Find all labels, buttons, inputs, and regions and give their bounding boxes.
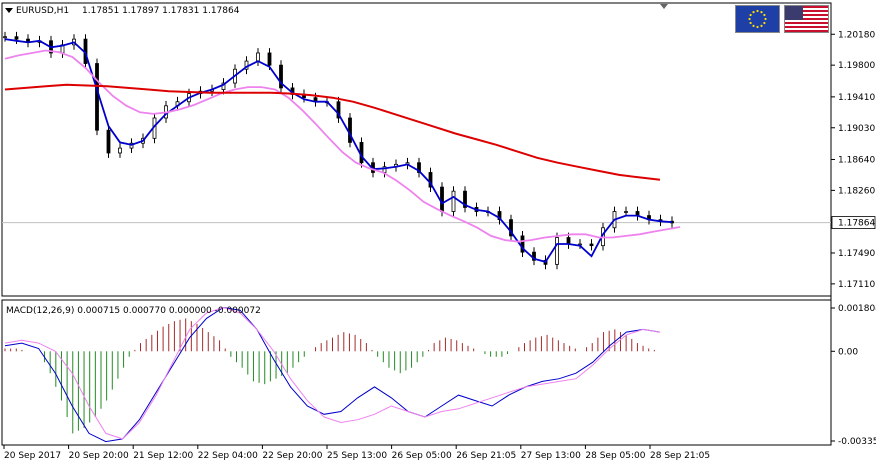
y-tick-label: 1.19410 <box>838 93 875 103</box>
us-flag-icon <box>784 5 829 33</box>
y-tick-label: 1.18640 <box>838 155 875 165</box>
y-tick-label: 1.20180 <box>838 30 875 40</box>
price-candle <box>336 101 341 119</box>
y-tick-label: 1.17490 <box>838 249 875 259</box>
x-tick-label: 25 Sep 13:00 <box>327 451 387 461</box>
x-tick-label: 22 Sep 20:00 <box>262 451 322 461</box>
macd-line <box>4 306 661 443</box>
macd-y-tick-label: 0.001804 <box>838 304 876 314</box>
x-tick-label: 28 Sep 05:00 <box>585 451 645 461</box>
price-candle <box>95 63 99 131</box>
price-candle <box>589 243 594 247</box>
price-candle <box>256 52 260 62</box>
signal-line <box>4 306 661 440</box>
x-tick-label: 20 Sep 2017 <box>4 451 61 461</box>
macd-y-tick-label: 0.00 <box>838 347 858 357</box>
price-candle <box>497 211 502 221</box>
x-tick-label: 21 Sep 12:00 <box>133 451 193 461</box>
price-candle <box>279 64 283 89</box>
price-candle <box>463 190 467 208</box>
price-candle <box>555 237 559 265</box>
symbol-dropdown-icon[interactable] <box>5 8 13 13</box>
slow-ma-line <box>4 49 681 243</box>
price-candle <box>3 36 7 39</box>
price-candle <box>451 190 456 212</box>
main-chart-frame[interactable] <box>1 2 832 297</box>
x-tick-label: 26 Sep 21:05 <box>456 451 516 461</box>
price-candle <box>348 117 352 143</box>
price-candle <box>118 147 122 154</box>
y-tick-label: 1.19030 <box>838 124 875 134</box>
price-candle <box>267 52 272 66</box>
us-stripes-icon <box>785 6 828 32</box>
eu-flag-icon <box>735 5 780 33</box>
y-axis: 1.20180 1.19800 1.19410 1.19030 1.18640 1.182… <box>831 30 876 447</box>
scroll-down-icon[interactable] <box>660 4 668 9</box>
macd-y-tick-label: -0.003351 <box>838 437 876 447</box>
price-candle <box>624 211 628 213</box>
main-plot <box>3 31 681 270</box>
price-candle <box>417 162 421 173</box>
price-candle <box>440 186 444 212</box>
current-price-box <box>831 216 876 229</box>
price-candle <box>428 172 433 188</box>
y-tick-label: 1.19800 <box>838 61 875 71</box>
price-candle <box>566 237 571 245</box>
price-candle <box>520 235 525 253</box>
macd-histogram <box>4 318 655 434</box>
y-tick-label: 1.17864 <box>838 219 875 229</box>
x-tick-label: 22 Sep 04:00 <box>198 451 258 461</box>
price-candle <box>14 36 19 40</box>
macd-label: MACD(12,26,9) 0.000715 0.000770 0.000000… <box>6 306 261 316</box>
x-tick-label: 20 Sep 20:00 <box>69 451 129 461</box>
eu-stars-icon <box>748 9 767 29</box>
macd-panel-frame[interactable] <box>1 299 832 446</box>
symbol-label: EURUSD,H1 <box>16 6 69 16</box>
price-candle <box>106 129 111 154</box>
fast-ma-line <box>4 38 673 263</box>
x-tick-label: 28 Sep 21:05 <box>650 451 710 461</box>
macd-plot <box>4 306 661 443</box>
long-ma-line <box>4 83 661 181</box>
y-tick-label: 1.17110 <box>838 280 875 290</box>
price-candle <box>509 219 513 237</box>
ohlc-values: 1.17851 1.17897 1.17831 1.17864 <box>82 6 240 16</box>
x-axis: 20 Sep 2017 20 Sep 20:00 21 Sep 12:00 22 Se… <box>3 445 710 461</box>
x-tick-label: 27 Sep 13:00 <box>521 451 581 461</box>
y-tick-label: 1.18260 <box>838 186 875 196</box>
x-tick-label: 26 Sep 05:00 <box>392 451 452 461</box>
